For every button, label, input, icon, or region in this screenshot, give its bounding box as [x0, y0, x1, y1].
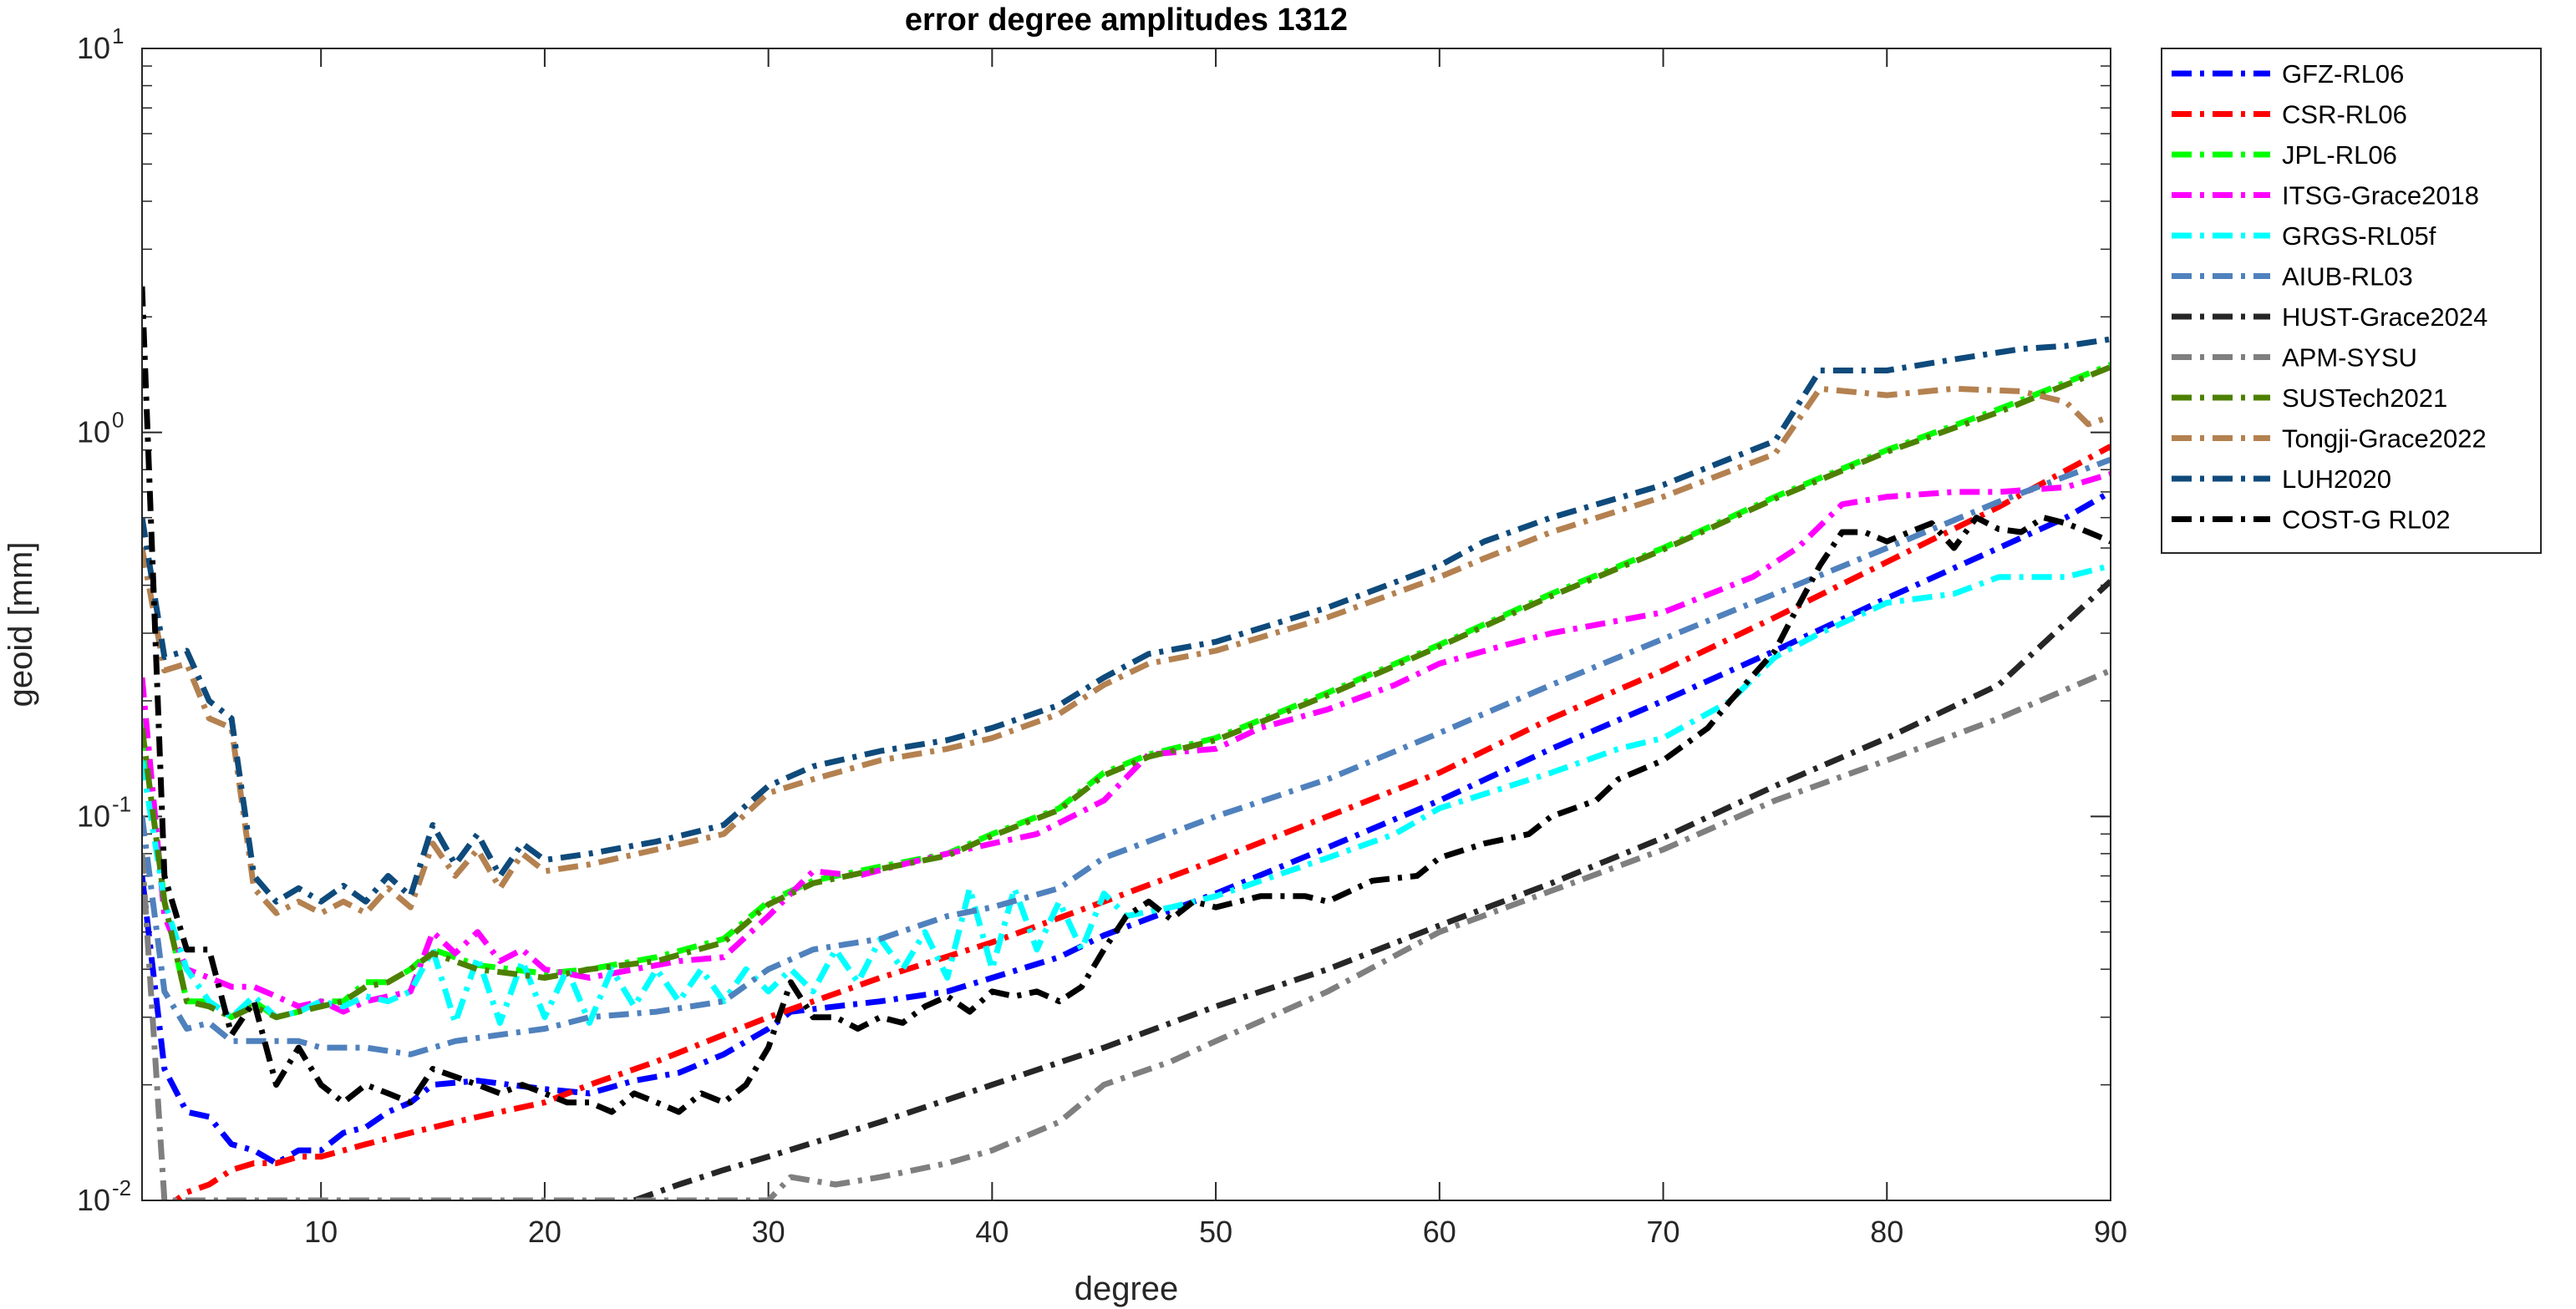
series-line-luh2020 [142, 336, 2111, 905]
series-line-tongji-grace2022 [142, 385, 2111, 916]
y-tick-exponent: 1 [112, 23, 124, 48]
legend-entry-label: HUST-Grace2024 [2282, 302, 2487, 332]
y-tick-label: 10 [77, 1183, 110, 1217]
x-tick-label: 50 [1199, 1215, 1232, 1249]
legend: GFZ-RL06 CSR-RL06 JPL-RL06 ITSG-Grace2018 GR… [2161, 48, 2542, 554]
legend-entry-label: GRGS-RL05f [2282, 221, 2436, 251]
y-tick-exponent: -2 [112, 1175, 131, 1200]
x-tick-label: 20 [528, 1215, 561, 1249]
legend-entry-label: COST-G RL02 [2282, 505, 2451, 535]
y-tick-label: 10 [77, 31, 110, 65]
series-line-apm-sysu [142, 667, 2111, 1200]
x-axis-label: degree [1075, 1271, 1179, 1307]
legend-entry-label: JPL-RL06 [2282, 140, 2397, 170]
legend-entry-label: SUSTech2021 [2282, 383, 2447, 413]
legend-entry-label: LUH2020 [2282, 464, 2391, 494]
legend-entry-label: Tongji-Grace2022 [2282, 424, 2487, 454]
series-lines [142, 286, 2111, 1200]
x-tick-label: 30 [752, 1215, 785, 1249]
series-line-itsg-grace2018 [142, 470, 2111, 1015]
legend-entry-label: GFZ-RL06 [2282, 59, 2404, 89]
legend-entry-label: AIUB-RL03 [2282, 262, 2413, 292]
x-tick-label: 60 [1423, 1215, 1456, 1249]
x-tick-label: 80 [1870, 1215, 1903, 1249]
legend-entry-label: ITSG-Grace2018 [2282, 181, 2479, 211]
y-tick-exponent: -1 [112, 791, 131, 816]
series-line-sustech2021 [142, 364, 2111, 1021]
series-line-grgs-rl05f [142, 562, 2111, 1026]
series-line-hust-grace2024 [633, 579, 2111, 1200]
chart-title: error degree amplitudes 1312 [905, 3, 1348, 38]
x-tick-label: 90 [2094, 1215, 2127, 1249]
legend-entry-label: APM-SYSU [2282, 343, 2417, 373]
series-line-cost-g-rl02 [142, 286, 2111, 1115]
plot-area-frame [141, 48, 2111, 1201]
y-tick-exponent: 0 [112, 408, 124, 433]
series-line-csr-rl06 [170, 444, 2111, 1200]
y-tick-label: 10 [77, 415, 110, 449]
y-axis-label: geoid [mm] [3, 542, 39, 708]
x-tick-label: 70 [1647, 1215, 1680, 1249]
legend-box [2161, 48, 2542, 554]
legend-entry-label: CSR-RL06 [2282, 100, 2407, 129]
y-tick-label: 10 [77, 799, 110, 833]
series-line-aiub-rl03 [142, 456, 2111, 1058]
x-tick-label: 40 [975, 1215, 1009, 1249]
x-tick-label: 10 [304, 1215, 338, 1249]
